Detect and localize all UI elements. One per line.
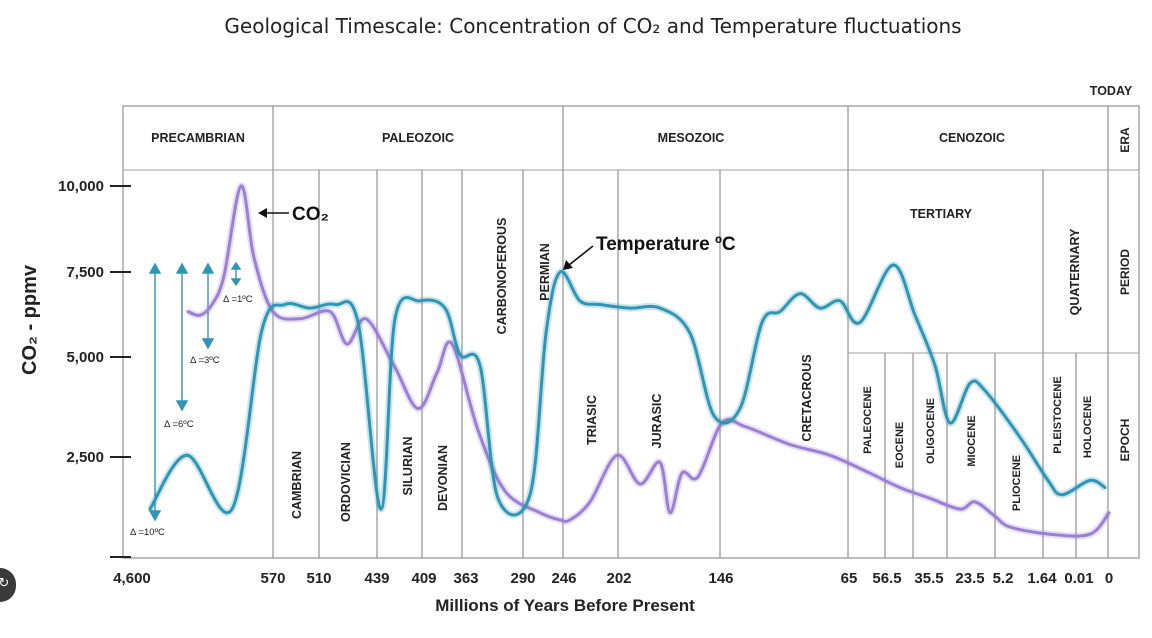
co2-annotation: CO₂ xyxy=(292,204,329,225)
delta-arrows xyxy=(148,261,242,522)
period-label-silurian: SILURIAN xyxy=(401,436,415,495)
x-tick-labels: 4,600 570 510 439 409 363 290 246 202 14… xyxy=(113,570,1113,587)
x-tick-label: 35.5 xyxy=(914,570,943,587)
x-tick-label: 0 xyxy=(1105,570,1113,587)
watermark-badge[interactable]: ↻ xyxy=(0,568,16,602)
arrow-head xyxy=(148,510,162,522)
period-label-ordovician: ORDOVICIAN xyxy=(339,442,353,522)
y-tick-label: 5,000 xyxy=(66,349,104,366)
period-label-cretacrous: CRETACROUS xyxy=(800,354,814,441)
period-label-permian: PERMIAN xyxy=(538,243,552,301)
series-line-co2 xyxy=(186,184,1111,538)
x-tick-label: 5.2 xyxy=(993,570,1014,587)
row-label-period: PERIOD xyxy=(1118,249,1132,295)
row-label-era: ERA xyxy=(1118,127,1132,153)
era-label-cenozoic: CENOZOIC xyxy=(939,131,1005,145)
arrow-head xyxy=(230,278,242,287)
period-label-carbonoferous: CARBONOFEROUS xyxy=(495,218,509,335)
x-tick-label: 1.64 xyxy=(1027,570,1057,587)
y-tick-label: 10,000 xyxy=(58,178,104,195)
x-tick-label: 0.01 xyxy=(1064,570,1093,587)
arrow-head xyxy=(563,260,573,270)
y-tick-label: 2,500 xyxy=(66,449,104,466)
arrow-head xyxy=(175,400,189,412)
epoch-label-oligocene: OLIGOCENE xyxy=(925,398,937,464)
x-axis-label: Millions of Years Before Present xyxy=(435,596,695,615)
temperature-annotation: Temperature ºC xyxy=(596,234,736,255)
today-label: TODAY xyxy=(1090,84,1133,98)
x-tick-label: 65 xyxy=(841,570,858,587)
era-label-mesozoic: MESOZOIC xyxy=(658,131,725,145)
x-tick-label: 202 xyxy=(606,570,631,587)
era-label-precambrian: PRECAMBRIAN xyxy=(151,131,245,145)
delta-label: Δ =1ºC xyxy=(223,294,253,305)
y-tick-label: 7,500 xyxy=(66,264,104,281)
x-tick-label: 56.5 xyxy=(872,570,901,587)
period-label-tertiary: TERTIARY xyxy=(910,207,973,221)
plot-frame xyxy=(122,105,1140,559)
period-label-triasic: TRIASIC xyxy=(585,395,599,445)
chart-title: Geological Timescale: Concentration of C… xyxy=(224,14,961,38)
x-tick-label: 23.5 xyxy=(955,570,984,587)
watermark-icon: ↻ xyxy=(0,576,10,591)
epoch-label-eocene: EOCENE xyxy=(894,422,906,468)
series-layer xyxy=(146,182,1112,540)
x-tick-label: 409 xyxy=(411,570,436,587)
x-tick-label: 363 xyxy=(453,570,478,587)
temperature-annotation-arrow xyxy=(568,245,594,266)
x-tick-label: 570 xyxy=(260,570,285,587)
x-tick-label: 246 xyxy=(551,570,576,587)
series-line-temperature xyxy=(148,263,1107,517)
period-label-cambrian: CAMBRIAN xyxy=(290,451,304,519)
period-label-devonian: DEVONIAN xyxy=(436,445,450,511)
epoch-label-pleistocene: PLEISTOCENE xyxy=(1052,376,1064,453)
era-label-paleozoic: PALEOZOIC xyxy=(382,131,454,145)
epoch-label-miocene: MIOCENE xyxy=(966,415,978,466)
epoch-label-holocene: HOLOCENE xyxy=(1082,396,1094,458)
arrow-head xyxy=(148,262,162,274)
x-tick-label: 290 xyxy=(510,570,535,587)
delta-label: Δ =6ºC xyxy=(164,419,194,430)
epoch-label-pliocene: PLIOCENE xyxy=(1011,455,1023,511)
delta-label: Δ =10ºC xyxy=(130,527,165,538)
x-tick-label: 4,600 xyxy=(113,570,151,587)
period-label-quaternary: QUATERNARY xyxy=(1068,228,1082,315)
arrow-head xyxy=(230,261,242,270)
x-tick-label: 146 xyxy=(708,570,733,587)
x-tick-label: 510 xyxy=(306,570,331,587)
arrow-head xyxy=(175,262,189,274)
arrow-head xyxy=(201,338,215,350)
arrow-head xyxy=(258,208,267,218)
delta-label: Δ =3ºC xyxy=(190,355,220,366)
epoch-label-paleocene: PALEOCENE xyxy=(862,386,874,454)
x-tick-label: 439 xyxy=(364,570,389,587)
period-label-jurasic: JURASIC xyxy=(650,394,664,449)
arrow-head xyxy=(201,262,215,274)
y-axis-label: CO₂ - ppmv xyxy=(19,264,41,375)
row-label-epoch: EPOCH xyxy=(1118,419,1132,462)
